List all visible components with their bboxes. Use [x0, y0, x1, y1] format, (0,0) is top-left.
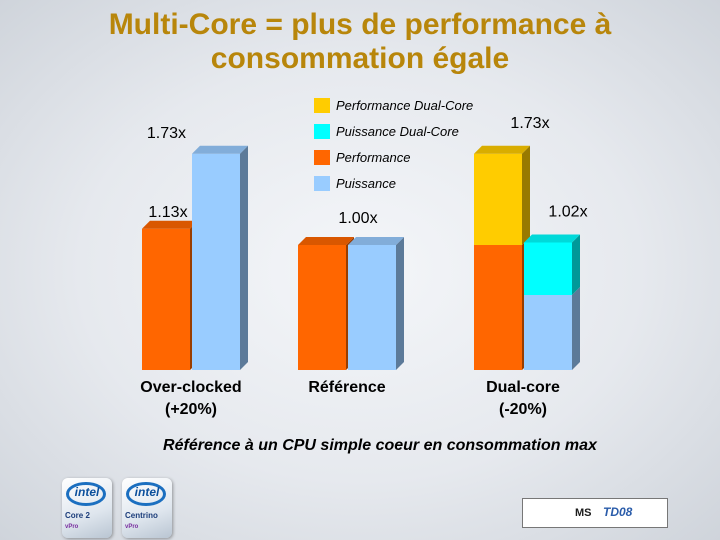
bar-side — [572, 234, 580, 295]
intel-product: Core 2 — [65, 511, 90, 520]
title-line-1: Multi-Core = plus de performance à — [108, 8, 612, 41]
bar-segment — [192, 153, 240, 370]
intel-core2-vpro-logo: intel Core 2 vPro — [62, 478, 112, 538]
bar-top — [192, 145, 248, 154]
bar-top — [524, 234, 580, 243]
legend-label: Puissance Dual-Core — [336, 124, 459, 139]
intel-product: Centrino — [125, 511, 158, 520]
intel-centrino-vpro-logo: intel Centrino vPro — [122, 478, 172, 538]
value-label: 1.00x — [338, 210, 377, 227]
category-label: Référence — [308, 379, 385, 396]
legend-label: Performance — [336, 150, 410, 165]
category-label: Dual-core — [486, 379, 560, 396]
intel-ring-icon — [66, 482, 106, 506]
bar-segment — [524, 295, 572, 370]
bar-top — [348, 237, 404, 245]
category-label: (+20%) — [165, 401, 217, 418]
intel-ring-icon — [126, 482, 166, 506]
page-title: Multi-Core = plus de performance à conso… — [40, 8, 680, 76]
bar-segment — [348, 245, 396, 370]
legend-label: Puissance — [336, 176, 396, 191]
bar-top — [298, 237, 354, 245]
legend-swatch — [314, 150, 330, 165]
bar-segment — [474, 245, 522, 370]
value-label: 1.02x — [548, 204, 587, 221]
bar-top — [142, 220, 198, 229]
bar-top — [474, 145, 530, 154]
value-label: 1.13x — [148, 204, 187, 221]
intel-sub: vPro — [125, 524, 139, 530]
legend-label: Performance Dual-Core — [336, 98, 473, 113]
bar-side — [240, 145, 248, 370]
bar-side — [522, 145, 530, 245]
bar-side — [572, 287, 580, 370]
td08-text: TD08 — [603, 505, 633, 519]
bar-segment — [524, 242, 572, 295]
legend-swatch — [314, 98, 330, 113]
footnote: Référence à un CPU simple coeur en conso… — [163, 437, 597, 454]
bar-segment — [298, 245, 346, 370]
value-label: 1.73x — [147, 125, 186, 142]
bar-segment — [474, 153, 522, 245]
category-label: Over-clocked — [140, 379, 241, 396]
legend-swatch — [314, 124, 330, 139]
intel-brand: intel — [74, 485, 100, 499]
value-label: 1.73x — [510, 115, 549, 132]
intel-brand: intel — [134, 485, 160, 499]
legend-swatch — [314, 176, 330, 191]
title-line-2: consommation égale — [210, 42, 510, 75]
ms-text: MS — [575, 507, 592, 519]
category-label: (-20%) — [499, 401, 547, 418]
ms-td08-logo: MS TD08 — [522, 498, 668, 528]
bar-side — [396, 237, 404, 370]
bar-segment — [142, 228, 190, 370]
intel-sub: vPro — [65, 524, 79, 530]
